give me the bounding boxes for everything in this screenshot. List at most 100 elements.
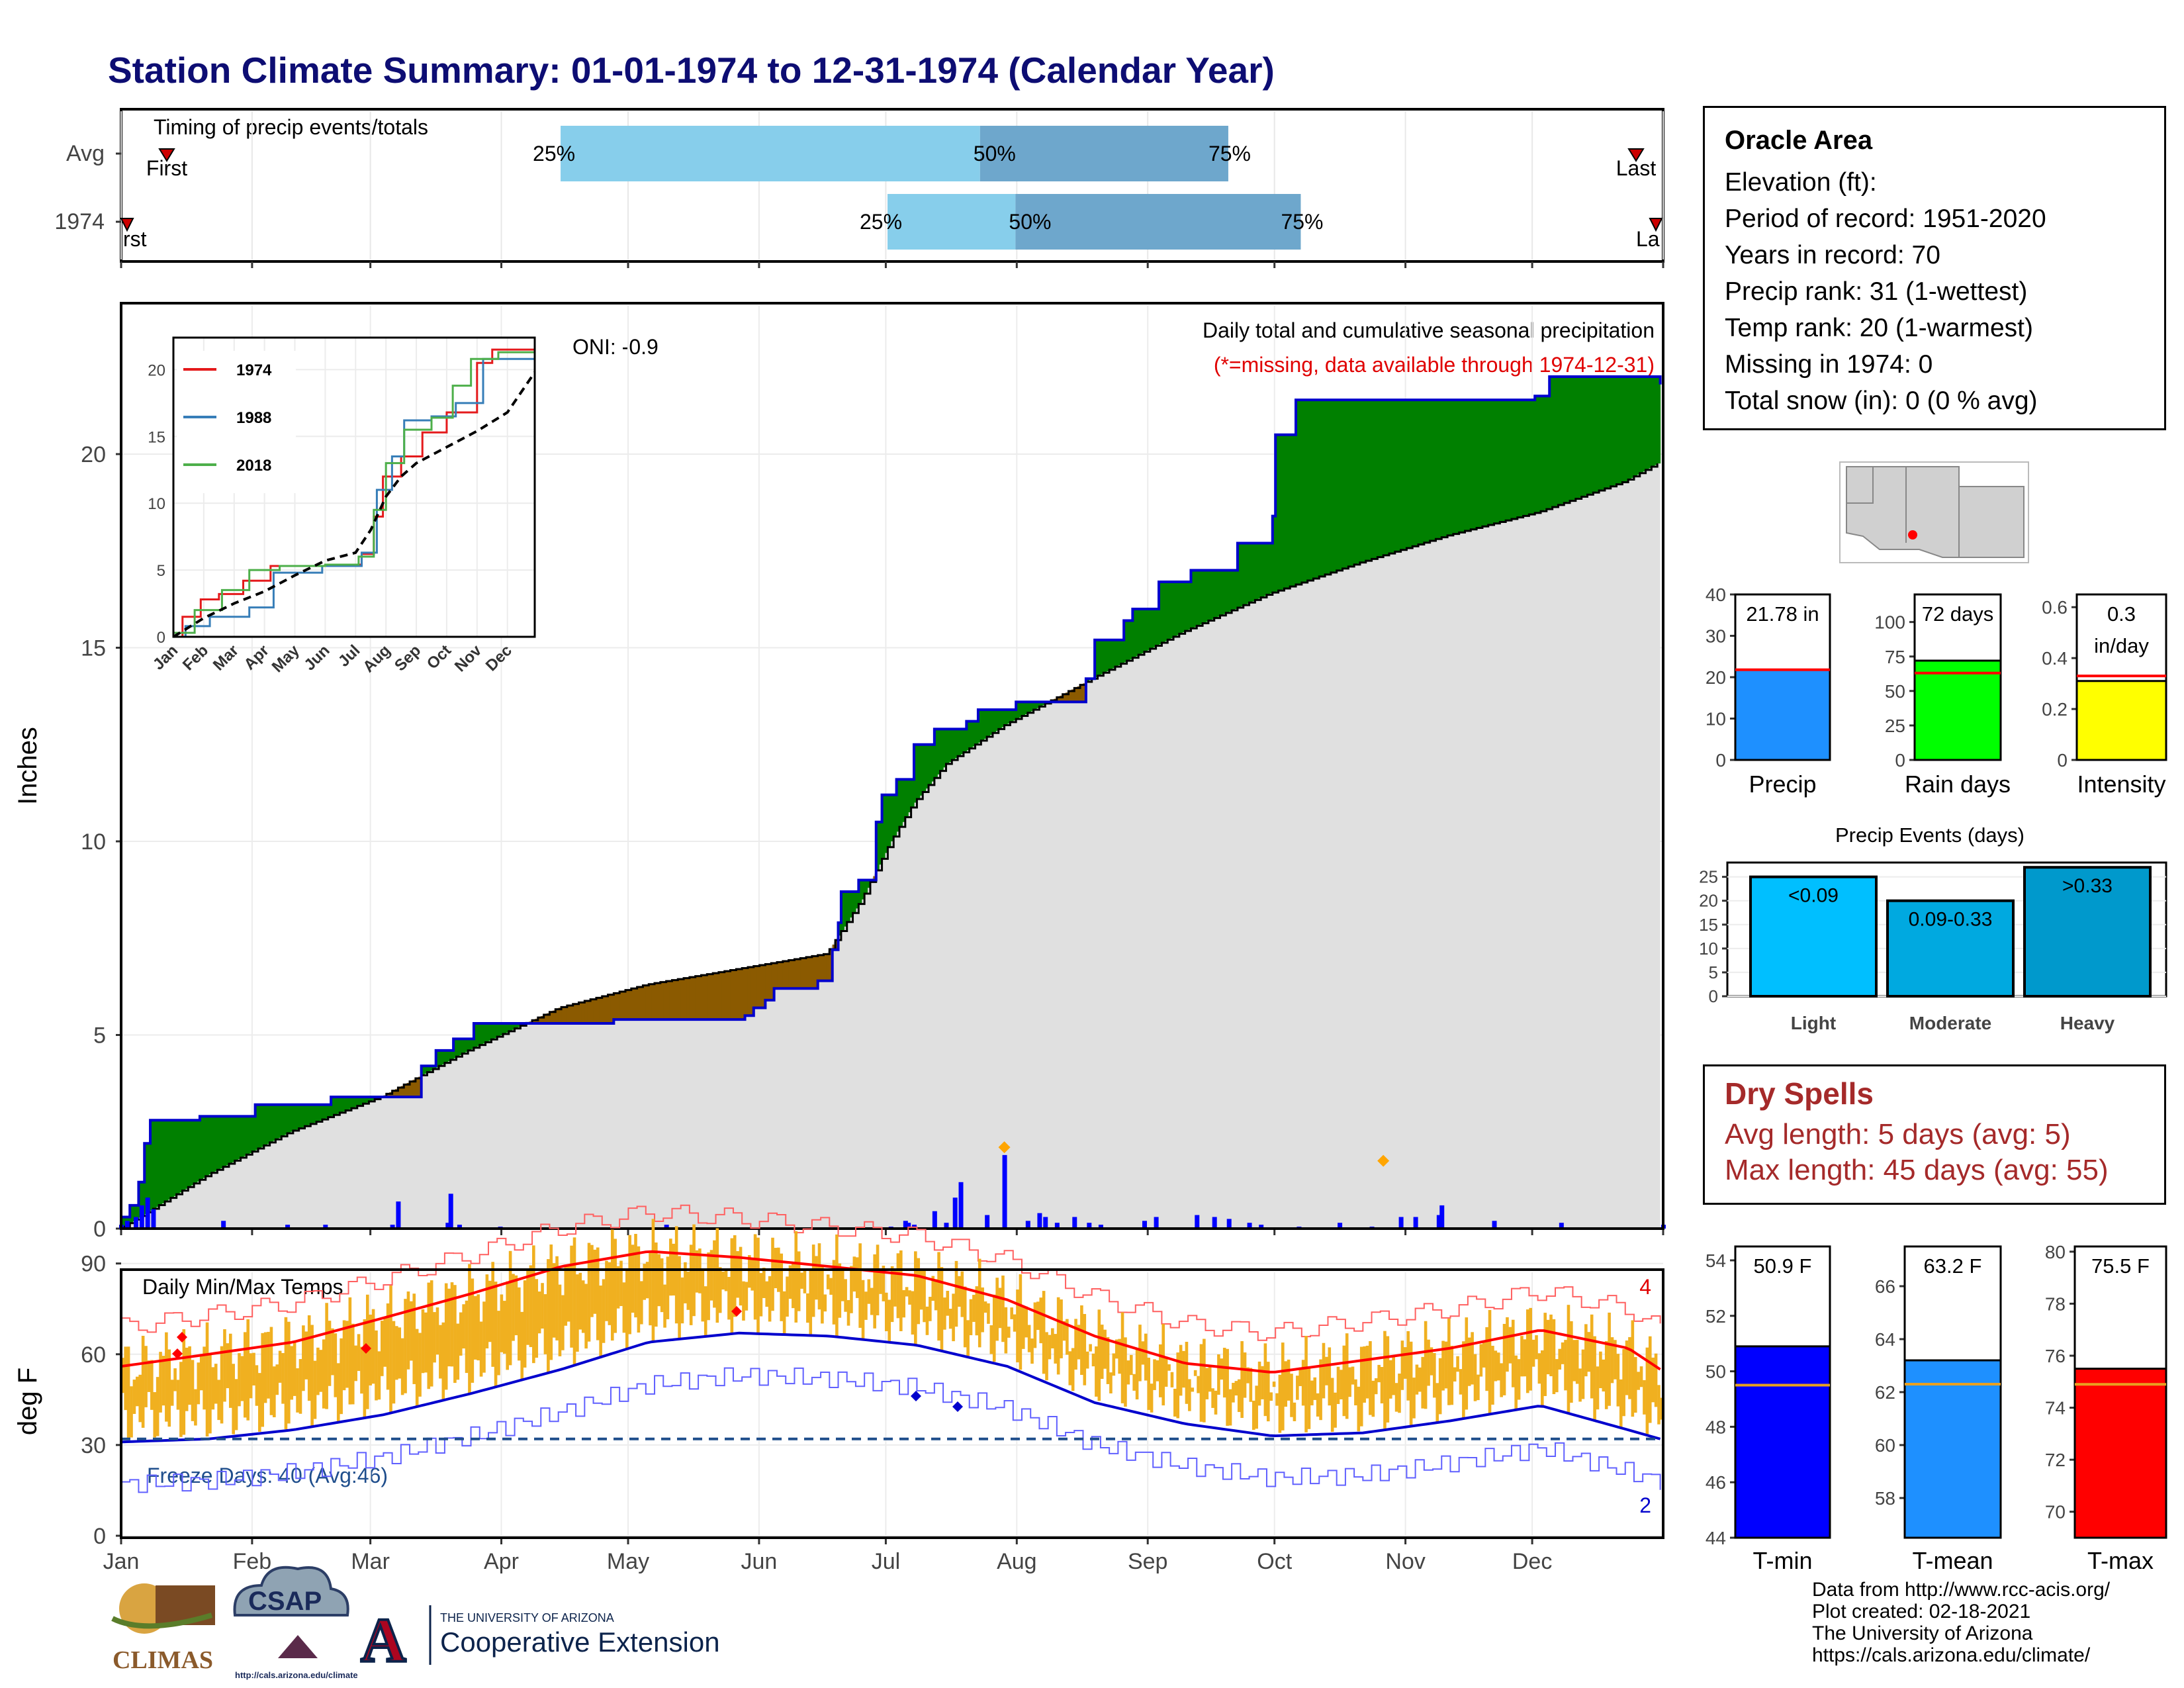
daily-temp-bar — [243, 1332, 247, 1418]
anomaly-fill — [1030, 702, 1034, 712]
anomaly-fill — [430, 1066, 433, 1071]
station-name: Oracle Area — [1725, 126, 1873, 155]
anomaly-fill — [1176, 582, 1180, 635]
daily-temp-bar — [649, 1251, 652, 1326]
daily-temp-bar — [331, 1328, 334, 1376]
anomaly-fill — [232, 1116, 236, 1162]
daily-temp-bar — [684, 1262, 687, 1303]
daily-temp-bar — [1290, 1374, 1293, 1417]
anomaly-fill — [622, 990, 626, 1020]
daily-temp-bar — [357, 1334, 361, 1372]
daily-precip-bar — [1054, 1223, 1060, 1229]
daily-temp-bar — [858, 1243, 862, 1328]
daily-temp-bar — [704, 1286, 707, 1338]
anomaly-fill — [902, 779, 906, 822]
daily-temp-bar — [707, 1252, 710, 1321]
anomaly-fill — [153, 1120, 157, 1209]
anomaly-fill — [660, 982, 664, 1020]
daily-temp-bar — [473, 1296, 477, 1360]
anomaly-fill — [771, 962, 775, 1000]
daily-temp-bar — [1115, 1339, 1118, 1359]
daily-temp-bar — [954, 1260, 958, 1327]
daily-temp-bar — [1351, 1366, 1355, 1385]
anomaly-fill — [208, 1116, 212, 1175]
daily-temp-bar — [890, 1266, 894, 1323]
pct-label: 75% — [1208, 142, 1251, 165]
anomaly-fill — [269, 1104, 273, 1143]
anomaly-fill — [1421, 400, 1425, 544]
mini-y-tick-label: 44 — [1706, 1528, 1726, 1548]
daily-temp-bar — [578, 1272, 582, 1330]
anomaly-fill — [406, 1083, 410, 1098]
anomaly-fill — [631, 988, 635, 1020]
anomaly-fill — [138, 1182, 142, 1218]
daily-temp-bar — [261, 1333, 265, 1427]
mini-bar — [2075, 680, 2167, 761]
anomaly-fill — [1584, 377, 1588, 496]
daily-temp-bar — [1660, 1397, 1664, 1420]
anomaly-fill — [768, 963, 772, 1000]
anomaly-fill — [584, 1001, 588, 1023]
daily-temp-bar — [1386, 1336, 1390, 1423]
anomaly-fill — [1529, 400, 1533, 515]
anomaly-fill — [861, 880, 865, 900]
anomaly-fill — [1013, 710, 1017, 721]
anomaly-fill — [1022, 702, 1026, 716]
daily-temp-bar — [1479, 1344, 1483, 1377]
daily-temp-bar — [1535, 1335, 1538, 1360]
anomaly-fill — [258, 1104, 262, 1149]
tmin-normal-line — [120, 1331, 1661, 1444]
daily-temp-bar — [747, 1255, 751, 1288]
anomaly-fill — [998, 710, 1002, 729]
daily-temp-bar — [1226, 1348, 1229, 1426]
anomaly-fill — [1261, 543, 1265, 598]
daily-temp-bar — [153, 1392, 157, 1438]
anomaly-fill — [742, 968, 746, 1020]
anomaly-fill — [1345, 400, 1349, 568]
daily-temp-bar — [1176, 1352, 1180, 1419]
daily-temp-bar — [981, 1287, 984, 1333]
credits: Data from http://www.rcc-acis.org/ Plot … — [1812, 1579, 2110, 1666]
first-last-marker — [1627, 148, 1645, 162]
daily-temp-bar — [989, 1325, 993, 1354]
daily-temp-bar — [1648, 1336, 1652, 1423]
daily-temp-bar — [852, 1256, 856, 1292]
anomaly-fill — [1514, 400, 1518, 518]
daily-temp-bar — [1345, 1333, 1349, 1419]
daily-temp-bar — [1581, 1349, 1585, 1399]
anomaly-fill — [1240, 543, 1244, 607]
observed-cumulative-line — [120, 375, 1662, 1229]
first-marker-1974 — [120, 218, 134, 232]
daily-precip-bar — [1436, 1215, 1441, 1229]
anomaly-fill — [331, 1097, 335, 1116]
daily-temp-bar — [389, 1286, 392, 1413]
daily-temp-bar — [298, 1359, 302, 1414]
daily-temp-bar — [421, 1309, 425, 1374]
anomaly-fill — [1465, 400, 1469, 532]
anomaly-fill — [1657, 377, 1661, 464]
daily-temp-bar — [328, 1321, 332, 1386]
daily-temp-bar — [1214, 1390, 1218, 1415]
daily-temp-bar — [969, 1299, 973, 1336]
daily-temp-bar — [1062, 1321, 1066, 1341]
anomaly-fill — [351, 1097, 355, 1109]
daily-temp-bar — [1363, 1346, 1366, 1403]
anomaly-fill — [724, 971, 728, 1020]
daily-temp-bar — [226, 1343, 230, 1389]
anomaly-fill — [995, 710, 999, 731]
anomaly-fill — [1220, 570, 1224, 616]
daily-temp-bar — [1103, 1329, 1107, 1369]
anomaly-fill — [410, 1081, 414, 1098]
anomaly-fill — [1313, 400, 1317, 579]
daily-temp-bar — [998, 1288, 1002, 1329]
anomaly-fill — [1541, 396, 1545, 512]
anomaly-fill — [698, 975, 702, 1020]
anomaly-fill — [1129, 620, 1133, 659]
daily-temp-bar — [884, 1292, 888, 1332]
anomaly-fill — [1141, 609, 1145, 653]
daily-temp-bar — [1409, 1341, 1413, 1426]
mini-y-tick-label: 0.4 — [2042, 648, 2068, 669]
daily-temp-bar — [325, 1303, 328, 1409]
anomaly-fill — [471, 1039, 475, 1049]
anomaly-fill — [1380, 400, 1384, 557]
